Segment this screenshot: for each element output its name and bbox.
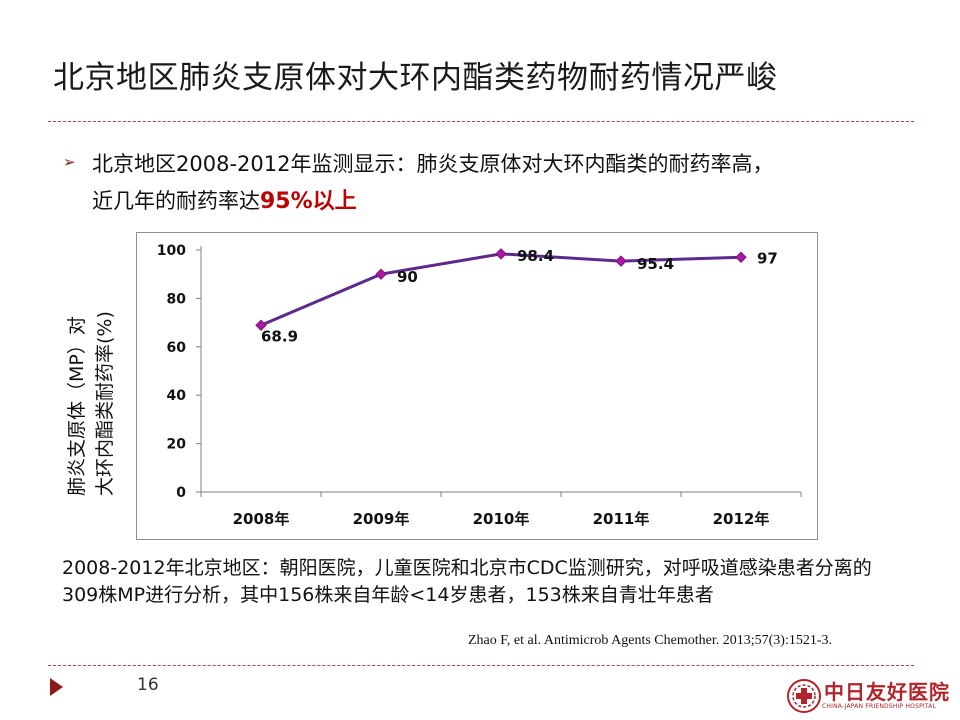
- summary-line-2: 近几年的耐药率达95%以上: [92, 183, 892, 220]
- data-point-marker: [255, 319, 267, 331]
- nav-triangle-icon: [50, 678, 63, 696]
- summary-emphasis: 95%以上: [260, 189, 357, 214]
- y-tick-label: 20: [167, 437, 187, 453]
- data-point-marker: [735, 251, 747, 263]
- hospital-name-english: CHINA-JAPAN FRIENDSHIP HOSPITAL: [822, 703, 937, 710]
- y-tick-label: 60: [167, 340, 187, 356]
- study-note: 2008-2012年北京地区：朝阳医院，儿童医院和北京市CDC监测研究，对呼吸道…: [62, 557, 872, 606]
- y-tick-label: 80: [167, 291, 187, 307]
- y-tick-label: 0: [176, 485, 186, 501]
- summary-text: 北京地区2008-2012年监测显示：肺炎支原体对大环内酯类的耐药率高， 近几年…: [92, 146, 892, 220]
- data-label: 68.9: [261, 327, 298, 345]
- chart-frame: [136, 232, 818, 540]
- data-label: 97: [757, 249, 778, 267]
- data-point-marker: [615, 255, 627, 267]
- bottom-divider: [48, 665, 914, 666]
- slide-title: 北京地区肺炎支原体对大环内酯类药物耐药情况严峻: [53, 60, 778, 96]
- data-point-marker: [375, 268, 387, 280]
- bullet-arrow-icon: ➢: [63, 153, 76, 171]
- x-tick-label: 2010年: [473, 510, 530, 528]
- citation: Zhao F, et al. Antimicrob Agents Chemoth…: [468, 633, 832, 648]
- x-tick-label: 2011年: [593, 510, 650, 528]
- x-tick-label: 2008年: [233, 510, 290, 528]
- data-point-marker: [495, 248, 507, 260]
- data-label: 98.4: [517, 247, 554, 265]
- y-tick-label: 40: [167, 388, 187, 404]
- summary-line-2-text: 近几年的耐药率达: [92, 189, 260, 213]
- hospital-emblem-icon: [787, 679, 821, 713]
- y-tick-label: 100: [157, 243, 186, 259]
- hospital-logo: 中日友好医院 CHINA-JAPAN FRIENDSHIP HOSPITAL: [786, 676, 949, 716]
- data-label: 90: [397, 268, 418, 286]
- hospital-name: 中日友好医院: [824, 680, 950, 704]
- top-divider: [48, 121, 914, 122]
- summary-line-1: 北京地区2008-2012年监测显示：肺炎支原体对大环内酯类的耐药率高，: [92, 152, 774, 176]
- x-tick-label: 2009年: [353, 510, 410, 528]
- page-number: 16: [137, 675, 159, 695]
- x-tick-label: 2012年: [713, 510, 770, 528]
- data-label: 95.4: [637, 255, 674, 273]
